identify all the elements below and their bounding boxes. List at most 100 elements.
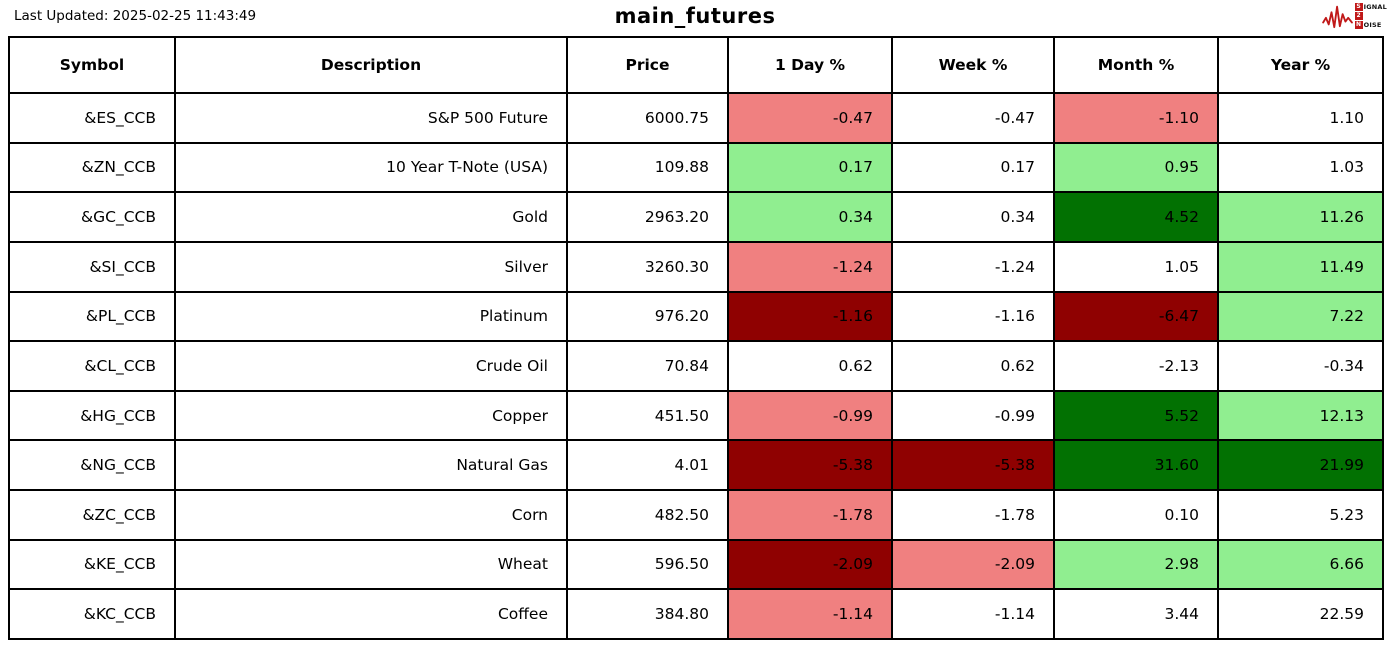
pct-cell: 0.62: [891, 340, 1055, 392]
pct-cell: 22.59: [1217, 588, 1384, 640]
table-header-cell: Price: [566, 36, 729, 94]
pct-cell: 5.23: [1217, 489, 1384, 541]
symbol-cell: &HG_CCB: [8, 389, 176, 442]
pct-cell: -2.09: [727, 538, 893, 591]
pct-cell: -2.13: [1053, 340, 1219, 392]
table-header-cell: Description: [174, 36, 568, 94]
pct-cell: -1.14: [727, 588, 893, 640]
price-cell: 70.84: [566, 340, 729, 392]
table-row: &NG_CCB Natural Gas 4.01 -5.38 -5.38 31.60 21.…: [8, 439, 1384, 491]
table-body: &ES_CCB S&P 500 Future 6000.75 -0.47 -0.47 -1…: [8, 92, 1384, 640]
price-cell: 384.80: [566, 588, 729, 640]
pct-cell: 3.44: [1053, 588, 1219, 640]
pct-cell: 6.66: [1217, 538, 1384, 591]
symbol-cell: &KC_CCB: [8, 588, 176, 640]
price-cell: 976.20: [566, 290, 729, 343]
pct-cell: -1.14: [891, 588, 1055, 640]
pct-cell: -1.78: [891, 489, 1055, 541]
pct-cell: 4.52: [1053, 191, 1219, 243]
description-cell: Platinum: [174, 290, 568, 343]
table-row: &SI_CCB Silver 3260.30 -1.24 -1.24 1.05 11.49: [8, 240, 1384, 293]
price-cell: 6000.75: [566, 92, 729, 144]
table-header-cell: 1 Day %: [727, 36, 893, 94]
description-cell: Natural Gas: [174, 439, 568, 491]
description-cell: Crude Oil: [174, 340, 568, 392]
pct-cell: 12.13: [1217, 389, 1384, 442]
table-header-row: Symbol Description Price 1 Day % Week % Month…: [8, 36, 1384, 94]
description-cell: 10 Year T-Note (USA): [174, 141, 568, 194]
pct-cell: -6.47: [1053, 290, 1219, 343]
pct-cell: 5.52: [1053, 389, 1219, 442]
logo-word-ignal: IGNAL: [1363, 2, 1387, 11]
table-header-cell: Month %: [1053, 36, 1219, 94]
pct-cell: 1.10: [1217, 92, 1384, 144]
pct-cell: -1.24: [727, 240, 893, 293]
table-row: &HG_CCB Copper 451.50 -0.99 -0.99 5.52 12.13: [8, 389, 1384, 442]
table-header-cell: Year %: [1217, 36, 1384, 94]
signal-2-noise-logo: S IGNAL 2 N OISE: [1321, 2, 1387, 29]
pct-cell: 11.26: [1217, 191, 1384, 243]
page-title: main_futures: [614, 4, 776, 28]
description-cell: Corn: [174, 489, 568, 541]
pct-cell: 1.03: [1217, 141, 1384, 194]
table-header-cell: Week %: [891, 36, 1055, 94]
pct-cell: -0.47: [727, 92, 893, 144]
table-row: &PL_CCB Platinum 976.20 -1.16 -1.16 -6.47 7.22: [8, 290, 1384, 343]
table-row: &KC_CCB Coffee 384.80 -1.14 -1.14 3.44 22.59: [8, 588, 1384, 640]
table-row: &ES_CCB S&P 500 Future 6000.75 -0.47 -0.47 -1…: [8, 92, 1384, 144]
table-row: &CL_CCB Crude Oil 70.84 0.62 0.62 -2.13 -0.34: [8, 340, 1384, 392]
pct-cell: -5.38: [727, 439, 893, 491]
description-cell: S&P 500 Future: [174, 92, 568, 144]
pct-cell: 11.49: [1217, 240, 1384, 293]
price-cell: 451.50: [566, 389, 729, 442]
pct-cell: -1.78: [727, 489, 893, 541]
pct-cell: -5.38: [891, 439, 1055, 491]
pct-cell: 7.22: [1217, 290, 1384, 343]
pct-cell: -1.16: [891, 290, 1055, 343]
pct-cell: -2.09: [891, 538, 1055, 591]
pct-cell: 0.17: [891, 141, 1055, 194]
table-row: &GC_CCB Gold 2963.20 0.34 0.34 4.52 11.26: [8, 191, 1384, 243]
symbol-cell: &KE_CCB: [8, 538, 176, 591]
pct-cell: 21.99: [1217, 439, 1384, 491]
price-cell: 3260.30: [566, 240, 729, 293]
description-cell: Gold: [174, 191, 568, 243]
logo-badge-s: S: [1354, 2, 1363, 11]
pct-cell: -1.16: [727, 290, 893, 343]
symbol-cell: &CL_CCB: [8, 340, 176, 392]
pct-cell: 2.98: [1053, 538, 1219, 591]
pct-cell: 31.60: [1053, 439, 1219, 491]
pct-cell: -0.99: [891, 389, 1055, 442]
description-cell: Copper: [174, 389, 568, 442]
symbol-cell: &ES_CCB: [8, 92, 176, 144]
pct-cell: -1.24: [891, 240, 1055, 293]
futures-table: Symbol Description Price 1 Day % Week % Month…: [8, 36, 1384, 640]
pct-cell: -0.47: [891, 92, 1055, 144]
pct-cell: 0.34: [891, 191, 1055, 243]
pct-cell: -0.99: [727, 389, 893, 442]
last-updated: Last Updated: 2025-02-25 11:43:49: [14, 8, 257, 24]
pct-cell: 0.10: [1053, 489, 1219, 541]
pct-cell: 0.17: [727, 141, 893, 194]
symbol-cell: &PL_CCB: [8, 290, 176, 343]
price-cell: 2963.20: [566, 191, 729, 243]
symbol-cell: &SI_CCB: [8, 240, 176, 293]
symbol-cell: &ZN_CCB: [8, 141, 176, 194]
pct-cell: 0.34: [727, 191, 893, 243]
symbol-cell: &GC_CCB: [8, 191, 176, 243]
table-header-cell: Symbol: [8, 36, 176, 94]
pct-cell: -1.10: [1053, 92, 1219, 144]
waveform-icon: [1321, 5, 1353, 28]
price-cell: 109.88: [566, 141, 729, 194]
price-cell: 4.01: [566, 439, 729, 491]
pct-cell: -0.34: [1217, 340, 1384, 392]
logo-word-oise: OISE: [1363, 20, 1382, 29]
table-row: &ZC_CCB Corn 482.50 -1.78 -1.78 0.10 5.23: [8, 489, 1384, 541]
price-cell: 482.50: [566, 489, 729, 541]
price-cell: 596.50: [566, 538, 729, 591]
logo-badge-n: N: [1354, 20, 1363, 29]
symbol-cell: &NG_CCB: [8, 439, 176, 491]
pct-cell: 0.62: [727, 340, 893, 392]
pct-cell: 1.05: [1053, 240, 1219, 293]
description-cell: Coffee: [174, 588, 568, 640]
